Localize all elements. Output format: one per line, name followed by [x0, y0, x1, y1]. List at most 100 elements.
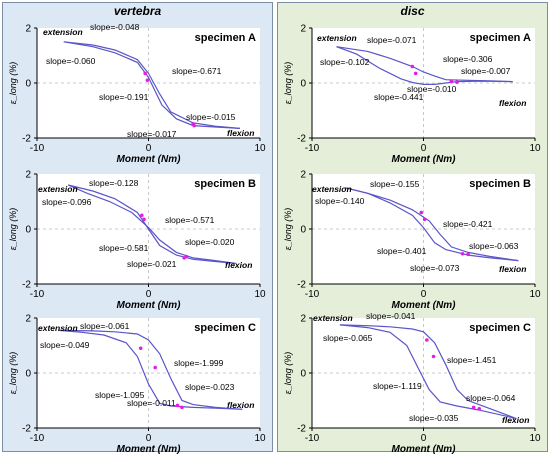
flexion-label: flexion	[502, 415, 529, 425]
slope-annotation: slope=-0.048	[90, 22, 140, 32]
disc-panel-title: disc	[400, 4, 425, 18]
chart-title: specimen A	[195, 32, 256, 44]
y-tick-label: 0	[300, 225, 306, 236]
flexion-label: flexion	[499, 98, 526, 108]
extension-label: extension	[38, 184, 78, 194]
slope-annotation: slope=-0.049	[40, 340, 90, 350]
disc-specimen-a-chart: -10 0 10 -2 0 2 Moment (Nm) ε_long (%) specimen …	[283, 24, 541, 166]
data-point-marker	[455, 80, 459, 84]
flexion-label: flexion	[227, 400, 254, 410]
data-point-marker	[431, 354, 436, 359]
data-point-marker	[449, 79, 454, 84]
data-point-marker	[143, 71, 147, 76]
data-point-marker	[192, 123, 197, 128]
y-axis-label: ε_long (%)	[283, 208, 293, 250]
flexion-label: flexion	[227, 128, 254, 138]
slope-annotation: slope=-0.010	[407, 84, 457, 94]
slope-annotation: slope=-0.306	[443, 54, 493, 64]
x-axis-label: Moment (Nm)	[117, 154, 182, 165]
slope-annotation: slope=-0.035	[409, 413, 459, 423]
y-tick-label: 2	[300, 170, 306, 181]
series-line-1	[63, 41, 240, 129]
y-tick-label: -2	[22, 280, 31, 291]
flexion-label: flexion	[499, 264, 526, 274]
slope-annotation: slope=-0.155	[370, 179, 420, 189]
slope-annotation: slope=-0.128	[89, 178, 139, 188]
y-tick-label: 0	[25, 225, 31, 236]
extension-label: extension	[317, 33, 357, 43]
series-line-1	[67, 184, 236, 264]
x-tick-label: -10	[305, 289, 320, 300]
slope-annotation: slope=-0.061	[80, 321, 130, 331]
chart-title: specimen B	[194, 178, 256, 190]
slope-annotation: slope=-0.007	[461, 66, 511, 76]
data-point-marker	[413, 71, 418, 76]
data-point-marker	[184, 254, 189, 259]
data-point-marker	[410, 64, 415, 69]
series-line-0	[339, 324, 517, 419]
data-point-marker	[419, 210, 424, 215]
extension-label: extension	[313, 313, 353, 323]
x-tick-label: -10	[30, 433, 45, 444]
y-axis-label: ε_long (%)	[8, 352, 18, 394]
data-point-marker	[145, 78, 150, 83]
slope-annotation: slope=-0.421	[443, 219, 493, 229]
slope-annotation: slope=-0.581	[99, 243, 149, 253]
data-point-marker	[142, 217, 146, 222]
y-tick-label: -2	[22, 424, 31, 435]
series-line-0	[345, 187, 519, 262]
vertebra-panel-title: vertebra	[113, 4, 162, 18]
slope-annotation: slope=-1.451	[447, 355, 497, 365]
x-tick-label: 10	[529, 433, 541, 444]
slope-annotation: slope=-0.140	[315, 196, 365, 206]
x-tick-label: -10	[305, 143, 320, 154]
y-tick-label: 0	[25, 79, 31, 90]
extension-label: extension	[38, 323, 78, 333]
data-point-marker	[138, 346, 143, 351]
slope-annotation: slope=-0.021	[127, 259, 177, 269]
slope-annotation: slope=-0.441	[374, 92, 424, 102]
slope-annotation: slope=-0.064	[466, 393, 516, 403]
slope-annotation: slope=-0.065	[323, 333, 373, 343]
x-tick-label: 10	[254, 433, 266, 444]
y-axis-label: ε_long (%)	[283, 62, 293, 104]
disc-specimen-c-chart: -10 0 10 -2 0 2 Moment (Nm) ε_long (%) specimen …	[283, 311, 541, 454]
x-tick-label: 0	[421, 143, 427, 154]
y-tick-label: 0	[25, 369, 31, 380]
slope-annotation: slope=-0.073	[410, 263, 460, 273]
x-axis-label: Moment (Nm)	[392, 154, 457, 165]
data-point-marker	[466, 252, 470, 257]
data-point-marker	[425, 338, 429, 342]
x-tick-label: 10	[529, 143, 541, 154]
y-tick-label: 2	[25, 24, 31, 35]
y-tick-label: 2	[300, 314, 306, 325]
extension-label: extension	[43, 27, 83, 37]
y-tick-label: -2	[22, 134, 31, 145]
slope-annotation: slope=-0.401	[377, 246, 427, 256]
slope-annotation: slope=-0.023	[185, 382, 235, 392]
disc-specimen-b-chart: -10 0 10 -2 0 2 Moment (Nm) ε_long (%) specimen …	[283, 170, 541, 312]
slope-annotation: slope=-0.571	[165, 215, 215, 225]
vertebra-specimen-b-chart: -10 0 10 -2 0 2 Moment (Nm) ε_long (%) specimen …	[8, 170, 266, 312]
x-tick-label: -10	[305, 433, 320, 444]
series-line-1	[336, 46, 513, 83]
vertebra-specimen-a-chart: -10 0 10 -2 0 2 Moment (Nm) ε_long (%) specimen …	[8, 22, 266, 165]
y-tick-label: -2	[297, 424, 306, 435]
data-point-marker	[175, 403, 180, 408]
x-axis-label: Moment (Nm)	[117, 300, 182, 311]
x-tick-label: 0	[146, 143, 152, 154]
slope-annotation: slope=-1.095	[95, 390, 145, 400]
series-line-1	[59, 329, 243, 410]
data-point-marker	[471, 405, 476, 410]
slope-annotation: slope=-0.191	[99, 92, 149, 102]
chart-title: specimen C	[469, 322, 531, 334]
slope-annotation: slope=-0.071	[367, 35, 417, 45]
y-axis-label: ε_long (%)	[8, 208, 18, 250]
y-tick-label: 2	[300, 24, 306, 35]
x-tick-label: 10	[254, 143, 266, 154]
data-point-marker	[477, 406, 482, 411]
series-line-0	[59, 329, 243, 410]
slope-annotation: slope=-0.102	[320, 57, 370, 67]
slope-annotation: slope=-0.671	[172, 66, 222, 76]
x-tick-label: 0	[421, 433, 427, 444]
